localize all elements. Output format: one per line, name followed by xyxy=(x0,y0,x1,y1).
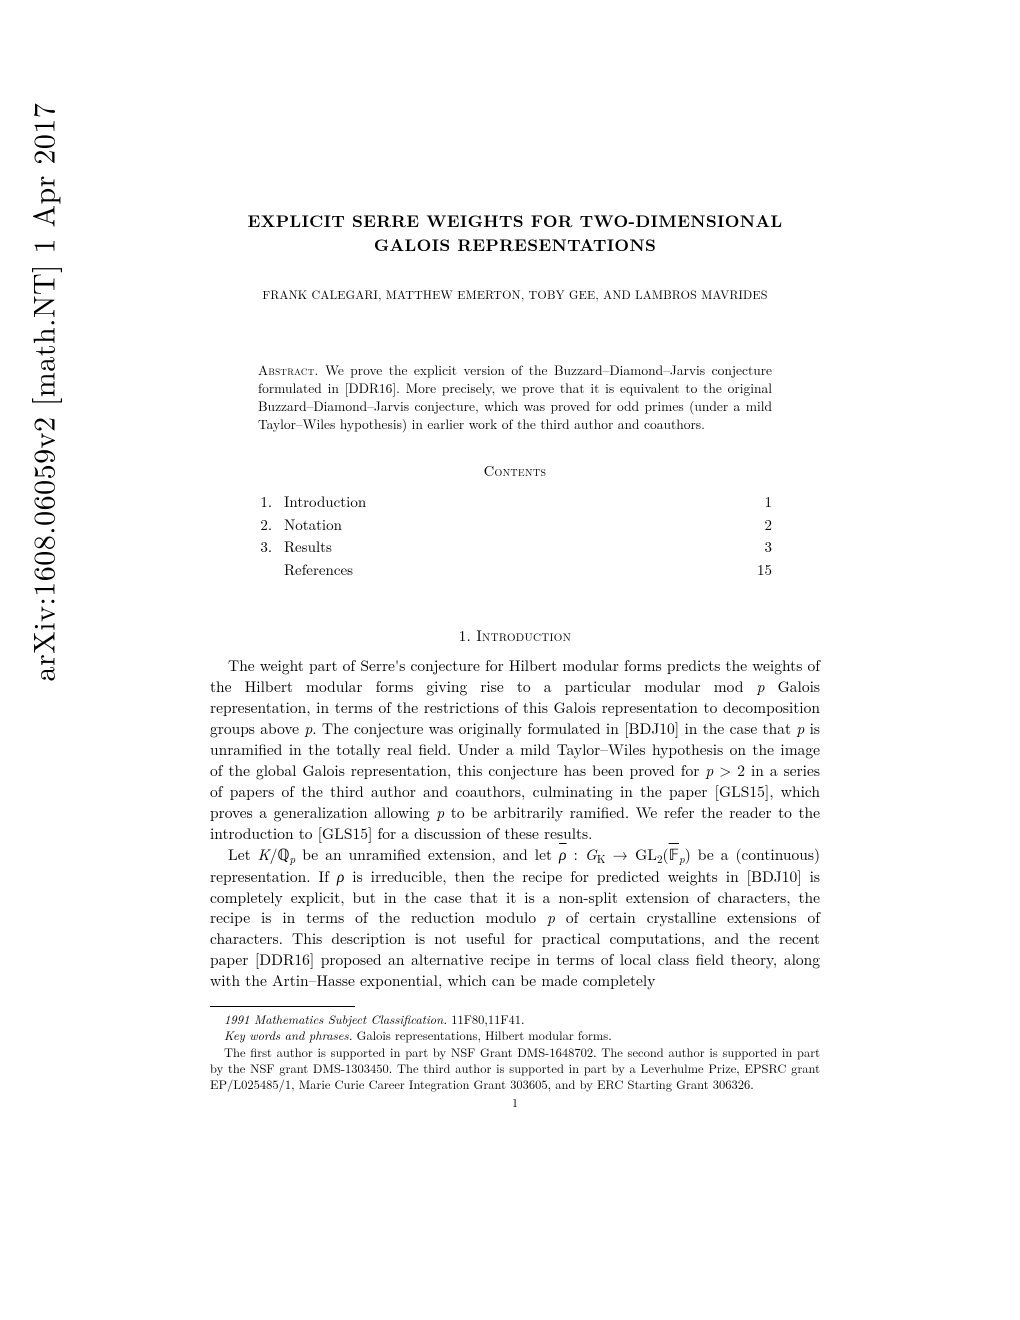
footnote-msc: 1991 Mathematics Subject Classification.… xyxy=(210,1011,820,1027)
contents-heading: Contents xyxy=(210,461,820,481)
paragraph: The weight part of Serre's conjecture fo… xyxy=(210,656,820,844)
toc-row: 3. Results 3 xyxy=(258,536,772,559)
arxiv-stamp: arXiv:1608.06059v2 [math.NT] 1 Apr 2017 xyxy=(21,103,64,682)
toc-row: 1. Introduction 1 xyxy=(258,491,772,514)
toc-page: 3 xyxy=(764,536,772,559)
footnotes: 1991 Mathematics Subject Classification.… xyxy=(210,1011,820,1092)
title-line-1: EXPLICIT SERRE WEIGHTS FOR TWO-DIMENSION… xyxy=(248,209,783,233)
section-1-body: The weight part of Serre's conjecture fo… xyxy=(210,656,820,992)
paper-authors: FRANK CALEGARI, MATTHEW EMERTON, TOBY GE… xyxy=(210,286,820,303)
toc-num: 2. xyxy=(258,514,284,537)
toc-page: 15 xyxy=(757,559,772,582)
toc-row: 2. Notation 2 xyxy=(258,514,772,537)
footnote-funding: The first author is supported in part by… xyxy=(210,1044,820,1093)
paper-page: EXPLICIT SERRE WEIGHTS FOR TWO-DIMENSION… xyxy=(210,210,820,1111)
toc-label: Introduction xyxy=(284,491,366,514)
abstract-label: Abstract. xyxy=(258,360,319,379)
footnote-rule xyxy=(210,1006,355,1007)
toc-label: Notation xyxy=(284,514,342,537)
toc-num: 1. xyxy=(258,491,284,514)
toc-label: Results xyxy=(284,536,332,559)
toc-row: References 15 xyxy=(258,559,772,582)
section-1-heading: 1. Introduction xyxy=(210,625,820,646)
table-of-contents: 1. Introduction 1 2. Notation 2 3. Resul… xyxy=(258,491,772,581)
toc-num xyxy=(258,559,284,582)
toc-page: 2 xyxy=(764,514,772,537)
toc-label: References xyxy=(284,559,353,582)
title-line-2: GALOIS REPRESENTATIONS xyxy=(374,233,656,257)
abstract-text: We prove the explicit version of the Buz… xyxy=(258,360,772,434)
toc-page: 1 xyxy=(764,491,772,514)
toc-num: 3. xyxy=(258,536,284,559)
paper-title: EXPLICIT SERRE WEIGHTS FOR TWO-DIMENSION… xyxy=(210,210,820,258)
footnote-kw-text: Galois representations, Hilbert modular … xyxy=(352,1026,611,1044)
paragraph: Let K/ℚp be an unramified extension, and… xyxy=(210,845,820,992)
footnote-keywords: Key words and phrases. Galois representa… xyxy=(210,1027,820,1043)
footnote-kw-label: Key words and phrases. xyxy=(224,1026,352,1044)
page-number: 1 xyxy=(210,1094,820,1111)
abstract: Abstract. We prove the explicit version … xyxy=(258,361,772,434)
